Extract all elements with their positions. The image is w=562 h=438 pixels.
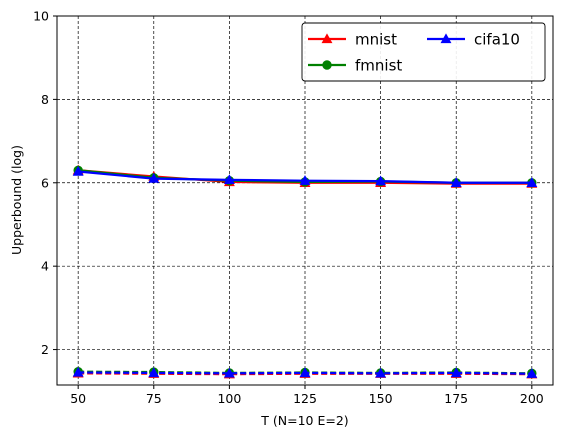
x-tick-label: 50 [70, 391, 86, 406]
legend-entry-cifa10: cifa10 [427, 31, 520, 49]
plot-series [72, 164, 538, 379]
data-point [299, 175, 311, 185]
data-point [72, 366, 84, 377]
legend-box [301, 22, 546, 82]
series-cifa10 [72, 165, 538, 187]
data-point [148, 172, 160, 183]
y-axis-label: Upperbound (log) [9, 145, 24, 255]
x-tick-label: 150 [369, 391, 393, 406]
y-tick-label: 10 [33, 9, 49, 24]
data-point [526, 177, 538, 187]
data-point [375, 175, 387, 186]
series-lower-5 [72, 366, 538, 378]
x-tick-label: 200 [520, 391, 544, 406]
legend-marker [440, 33, 452, 44]
x-tick-label: 175 [444, 391, 468, 406]
legend-label: cifa10 [474, 31, 520, 49]
legend: mnist fmnist cifa10 [301, 22, 546, 82]
y-tick-label: 4 [41, 259, 49, 274]
x-axis-label: T (N=10 E=2) [260, 413, 348, 428]
legend-entry-fmnist: fmnist [308, 57, 402, 75]
x-tick-label: 100 [217, 391, 241, 406]
data-point [375, 367, 387, 378]
data-point [450, 367, 462, 378]
data-point [299, 367, 311, 378]
axis-ticks: 50 75 100 125 150 175 200 2 4 6 8 10 [33, 9, 544, 407]
y-tick-label: 2 [41, 342, 49, 357]
legend-entry-mnist: mnist [308, 31, 397, 49]
legend-marker [321, 33, 333, 44]
y-tick-label: 8 [41, 92, 49, 107]
data-point [72, 165, 84, 176]
data-point [450, 177, 462, 187]
x-tick-label: 75 [146, 391, 162, 406]
data-point [148, 367, 160, 378]
data-point [526, 368, 538, 378]
legend-label: mnist [355, 31, 397, 49]
data-point [223, 174, 235, 185]
data-point [223, 367, 235, 378]
y-tick-label: 6 [41, 175, 49, 190]
legend-marker [322, 60, 332, 70]
legend-label: fmnist [355, 57, 402, 75]
x-tick-label: 125 [293, 391, 317, 406]
